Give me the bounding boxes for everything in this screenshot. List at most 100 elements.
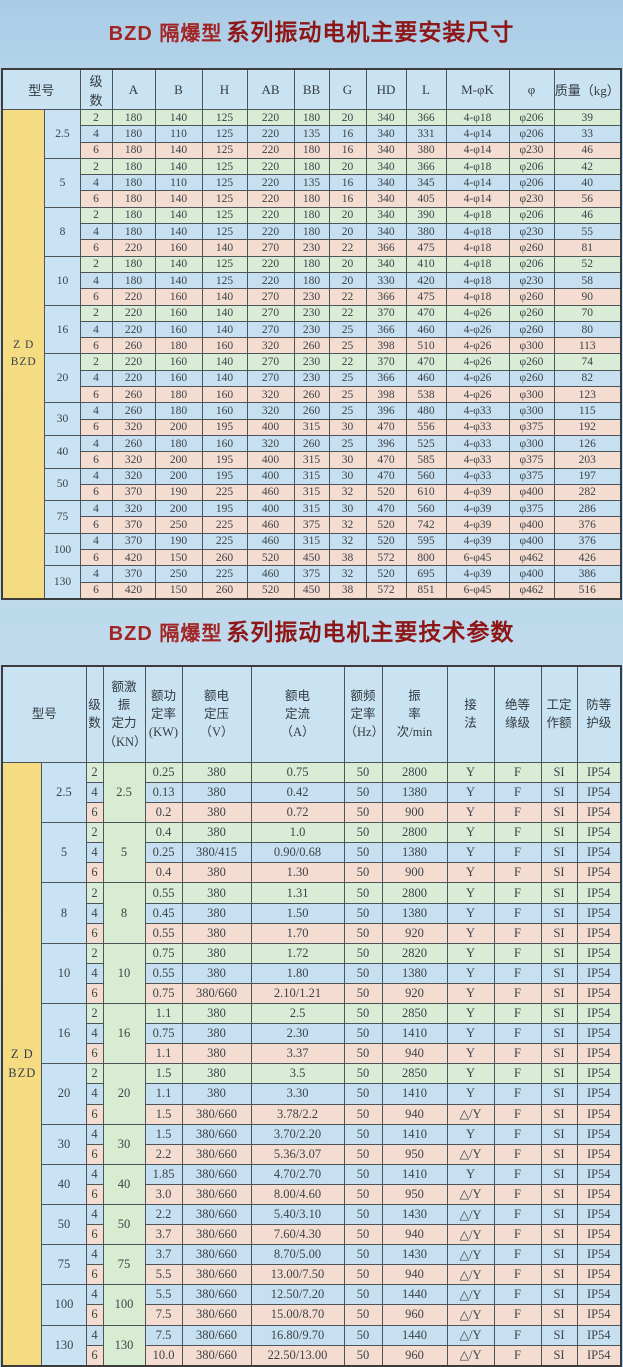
table-cell: 230 bbox=[293, 353, 330, 371]
table-row: 4 0.25 380/415 0.90/0.68 50 1380 Y F SI IP54 bbox=[2, 842, 622, 864]
table-cell: 180 bbox=[111, 141, 156, 159]
table-cell: 38 bbox=[328, 549, 367, 567]
poles-cell: 4 bbox=[85, 1083, 104, 1105]
table-cell: 4-φ26 bbox=[445, 386, 510, 404]
model-size-cell: 40 bbox=[44, 434, 81, 469]
table-cell: 450 bbox=[293, 549, 330, 567]
table-cell: △/Y bbox=[446, 1244, 495, 1266]
table-cell: 220 bbox=[246, 174, 295, 192]
table-cell: F bbox=[493, 1224, 542, 1246]
table-cell: 180 bbox=[293, 223, 330, 241]
table-cell: 345 bbox=[405, 174, 447, 192]
table-cell: 380/660 bbox=[181, 982, 252, 1005]
table-cell: 920 bbox=[381, 982, 448, 1005]
table-cell: 1.70 bbox=[250, 922, 345, 944]
table-cell: 25 bbox=[328, 386, 367, 404]
column-header: AB bbox=[246, 68, 295, 110]
table-cell: 25 bbox=[328, 402, 367, 420]
table-cell: 125 bbox=[201, 271, 248, 290]
table-cell: IP54 bbox=[576, 862, 622, 884]
table-cell: 400 bbox=[246, 451, 295, 469]
table-cell: 160 bbox=[154, 369, 203, 388]
table-cell: 315 bbox=[293, 467, 330, 485]
table-cell: 125 bbox=[201, 108, 248, 127]
table-cell: 220 bbox=[246, 125, 295, 143]
table-cell: 470 bbox=[405, 353, 447, 371]
table-cell: 0.75 bbox=[144, 1023, 183, 1045]
table-cell: 33 bbox=[553, 125, 622, 143]
table-cell: 380 bbox=[181, 1003, 252, 1025]
poles-cell: 6 bbox=[79, 483, 113, 502]
table-cell: 1440 bbox=[381, 1324, 448, 1346]
table-cell: 140 bbox=[201, 288, 248, 306]
poles-cell: 6 bbox=[79, 337, 113, 355]
table-cell: 470 bbox=[365, 418, 407, 436]
table-cell: 315 bbox=[293, 418, 330, 436]
table-cell: SI bbox=[540, 842, 578, 864]
table-cell: 125 bbox=[201, 125, 248, 143]
table-cell: 140 bbox=[154, 108, 203, 127]
table-cell: F bbox=[493, 1023, 542, 1045]
poles-cell: 4 bbox=[79, 500, 113, 518]
table-cell: 50 bbox=[343, 1344, 383, 1367]
table-row: 6 0.4 380 1.30 50 900 Y F SI IP54 bbox=[2, 862, 622, 884]
table-cell: 40 bbox=[553, 174, 622, 192]
column-header: 质量（kg） bbox=[553, 68, 622, 110]
table-cell: 230 bbox=[293, 320, 330, 339]
table-cell: 50 bbox=[343, 1244, 383, 1266]
table-cell: 22 bbox=[328, 353, 367, 371]
table-cell: 140 bbox=[201, 304, 248, 322]
table-row: 10 2 180 140 125 220 180 20 340 410 4-φ18 φ206 52 bbox=[2, 255, 622, 306]
poles-cell: 6 bbox=[85, 1143, 104, 1165]
table-cell: 180 bbox=[154, 434, 203, 453]
table-cell: 15.00/8.70 bbox=[250, 1304, 345, 1326]
column-header: B bbox=[154, 68, 203, 110]
poles-cell: 2 bbox=[85, 822, 104, 844]
table-cell: SI bbox=[540, 1324, 578, 1346]
table-cell: 30 bbox=[328, 451, 367, 469]
column-header: 振 率 次/min bbox=[381, 665, 448, 763]
table-cell: 520 bbox=[246, 581, 295, 600]
model-size-cell: 5 bbox=[41, 822, 87, 884]
table-cell: 160 bbox=[154, 304, 203, 322]
poles-cell: 2 bbox=[85, 761, 104, 784]
table-cell: F bbox=[493, 1264, 542, 1286]
table-cell: IP54 bbox=[576, 1244, 622, 1266]
table-cell: 135 bbox=[293, 125, 330, 143]
table-cell: 320 bbox=[246, 434, 295, 453]
table-row: 10 2 10 0.75 380 1.72 50 2820 Y F SI IP54 bbox=[2, 942, 622, 1005]
table-cell: F bbox=[493, 1143, 542, 1165]
table-cell: 2820 bbox=[381, 942, 448, 964]
table-cell: 525 bbox=[405, 434, 447, 453]
table-cell: F bbox=[493, 1344, 542, 1367]
table-cell: IP54 bbox=[576, 962, 622, 984]
column-header: BB bbox=[293, 68, 330, 110]
table-cell: 370 bbox=[111, 516, 156, 534]
table-cell: 2.30 bbox=[250, 1023, 345, 1045]
table-cell: 380 bbox=[181, 1023, 252, 1045]
table-cell: 1430 bbox=[381, 1244, 448, 1266]
excitation-force-cell: 10 bbox=[102, 942, 146, 1005]
table-cell: 0.55 bbox=[144, 962, 183, 984]
table-row: Z D BZD 2.5 2 2.5 0.25 380 0.75 50 2800 Y F SI IP54 bbox=[1, 761, 622, 1367]
table-cell: 320 bbox=[111, 467, 156, 485]
table-cell: 50 bbox=[343, 1023, 383, 1045]
model-size-cell: 2.5 bbox=[41, 761, 87, 824]
table-cell: 0.75 bbox=[250, 761, 345, 784]
poles-cell: 4 bbox=[85, 842, 104, 864]
model-size-cell: 16 bbox=[41, 1003, 87, 1065]
table-cell: φ400 bbox=[508, 483, 555, 502]
table-cell: 460 bbox=[246, 483, 295, 502]
poles-cell: 4 bbox=[85, 1023, 104, 1045]
table-cell: 125 bbox=[201, 206, 248, 225]
table-row: 6 420 150 260 520 450 38 572 800 6-φ45 φ462 426 bbox=[2, 549, 622, 567]
table-cell: 940 bbox=[381, 1224, 448, 1246]
table-cell: 320 bbox=[111, 500, 156, 518]
table-cell: 400 bbox=[246, 467, 295, 485]
table-cell: 1380 bbox=[381, 781, 448, 804]
table-cell: 396 bbox=[365, 434, 407, 453]
table-cell: 400 bbox=[246, 418, 295, 436]
install-dimensions-table: 型号级 数 A B H AB BB G HD L M-φK φ 质量（kg） Z D BZD 2.5 2 18… bbox=[0, 68, 622, 600]
table-cell: 380/660 bbox=[181, 1224, 252, 1246]
table-cell: 50 bbox=[343, 1183, 383, 1205]
